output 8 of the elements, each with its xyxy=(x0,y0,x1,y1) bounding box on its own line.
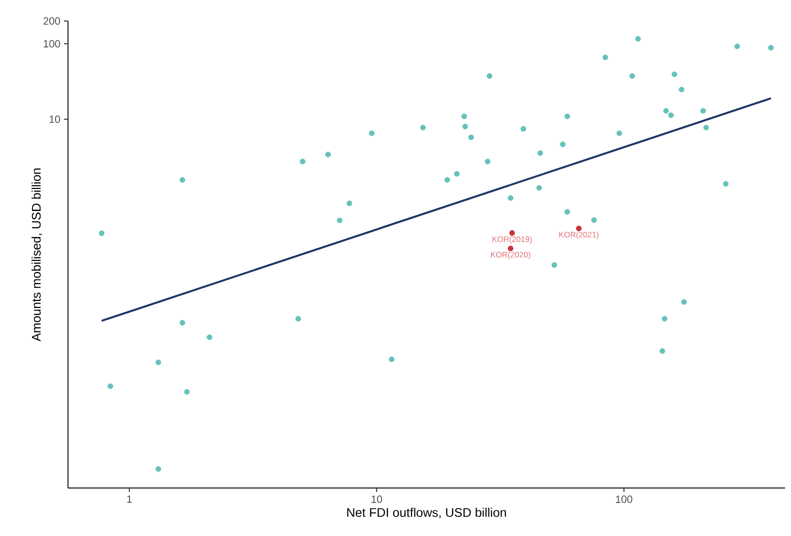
y-tick-label: 200 xyxy=(44,17,60,25)
y-tick-label: 10 xyxy=(50,116,60,123)
y-tick-label: 100 xyxy=(44,40,60,48)
x-tick-label: 100 xyxy=(616,496,632,503)
x-tick-label: 1 xyxy=(127,496,132,503)
x-tick-label: 10 xyxy=(372,496,382,503)
x-axis-title: Net FDI outflows, USD billion xyxy=(347,508,506,518)
y-axis-title: Amounts mobilised, USD billion xyxy=(32,168,42,342)
